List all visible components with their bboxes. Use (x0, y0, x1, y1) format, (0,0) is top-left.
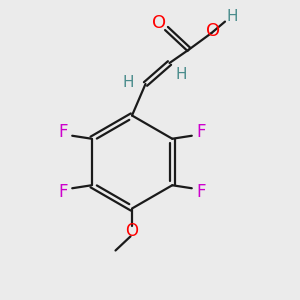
Text: F: F (58, 183, 68, 201)
Text: O: O (152, 14, 166, 32)
Text: F: F (196, 183, 206, 201)
Text: O: O (206, 22, 220, 40)
Text: H: H (175, 67, 187, 82)
Text: O: O (125, 222, 139, 240)
Text: H: H (122, 75, 134, 90)
Text: F: F (58, 123, 68, 141)
Text: H: H (227, 9, 238, 24)
Text: F: F (196, 123, 206, 141)
